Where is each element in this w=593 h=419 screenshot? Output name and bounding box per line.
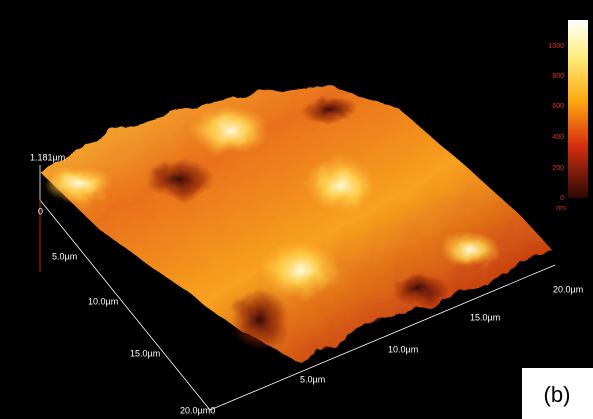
colorbar-label: 800 [552, 73, 564, 80]
colorbar-unit: nm [556, 205, 566, 212]
left-axis-label: 10.0µm [88, 296, 118, 306]
right-axis-label: 20.0µm [553, 284, 583, 294]
left-axis-label: 15.0µm [130, 348, 160, 358]
left-axis-label: 5.0µm [52, 251, 77, 261]
colorbar-label: 0 [560, 195, 564, 202]
z-max-label: 1.181µm [30, 152, 65, 162]
right-axis-label: 10.0µm [388, 344, 418, 354]
colorbar-label: 400 [552, 134, 564, 141]
colorbar-label: 200 [552, 165, 564, 172]
colorbar-label: 600 [552, 103, 564, 110]
colorbar [568, 20, 588, 198]
left-axis-label: 20.0µm0 [180, 405, 215, 415]
left-axis-label: 0 [38, 206, 43, 216]
colorbar-labels: 1000 800 600 400 200 0 nm [548, 43, 566, 212]
right-axis-label: 5.0µm [300, 374, 325, 384]
panel-label: (b) [544, 382, 571, 407]
right-axis-label: 15.0µm [470, 312, 500, 322]
panel-label-box [522, 368, 593, 419]
axes [39, 165, 556, 411]
colorbar-label: 1000 [548, 43, 564, 50]
surface [38, 85, 552, 362]
